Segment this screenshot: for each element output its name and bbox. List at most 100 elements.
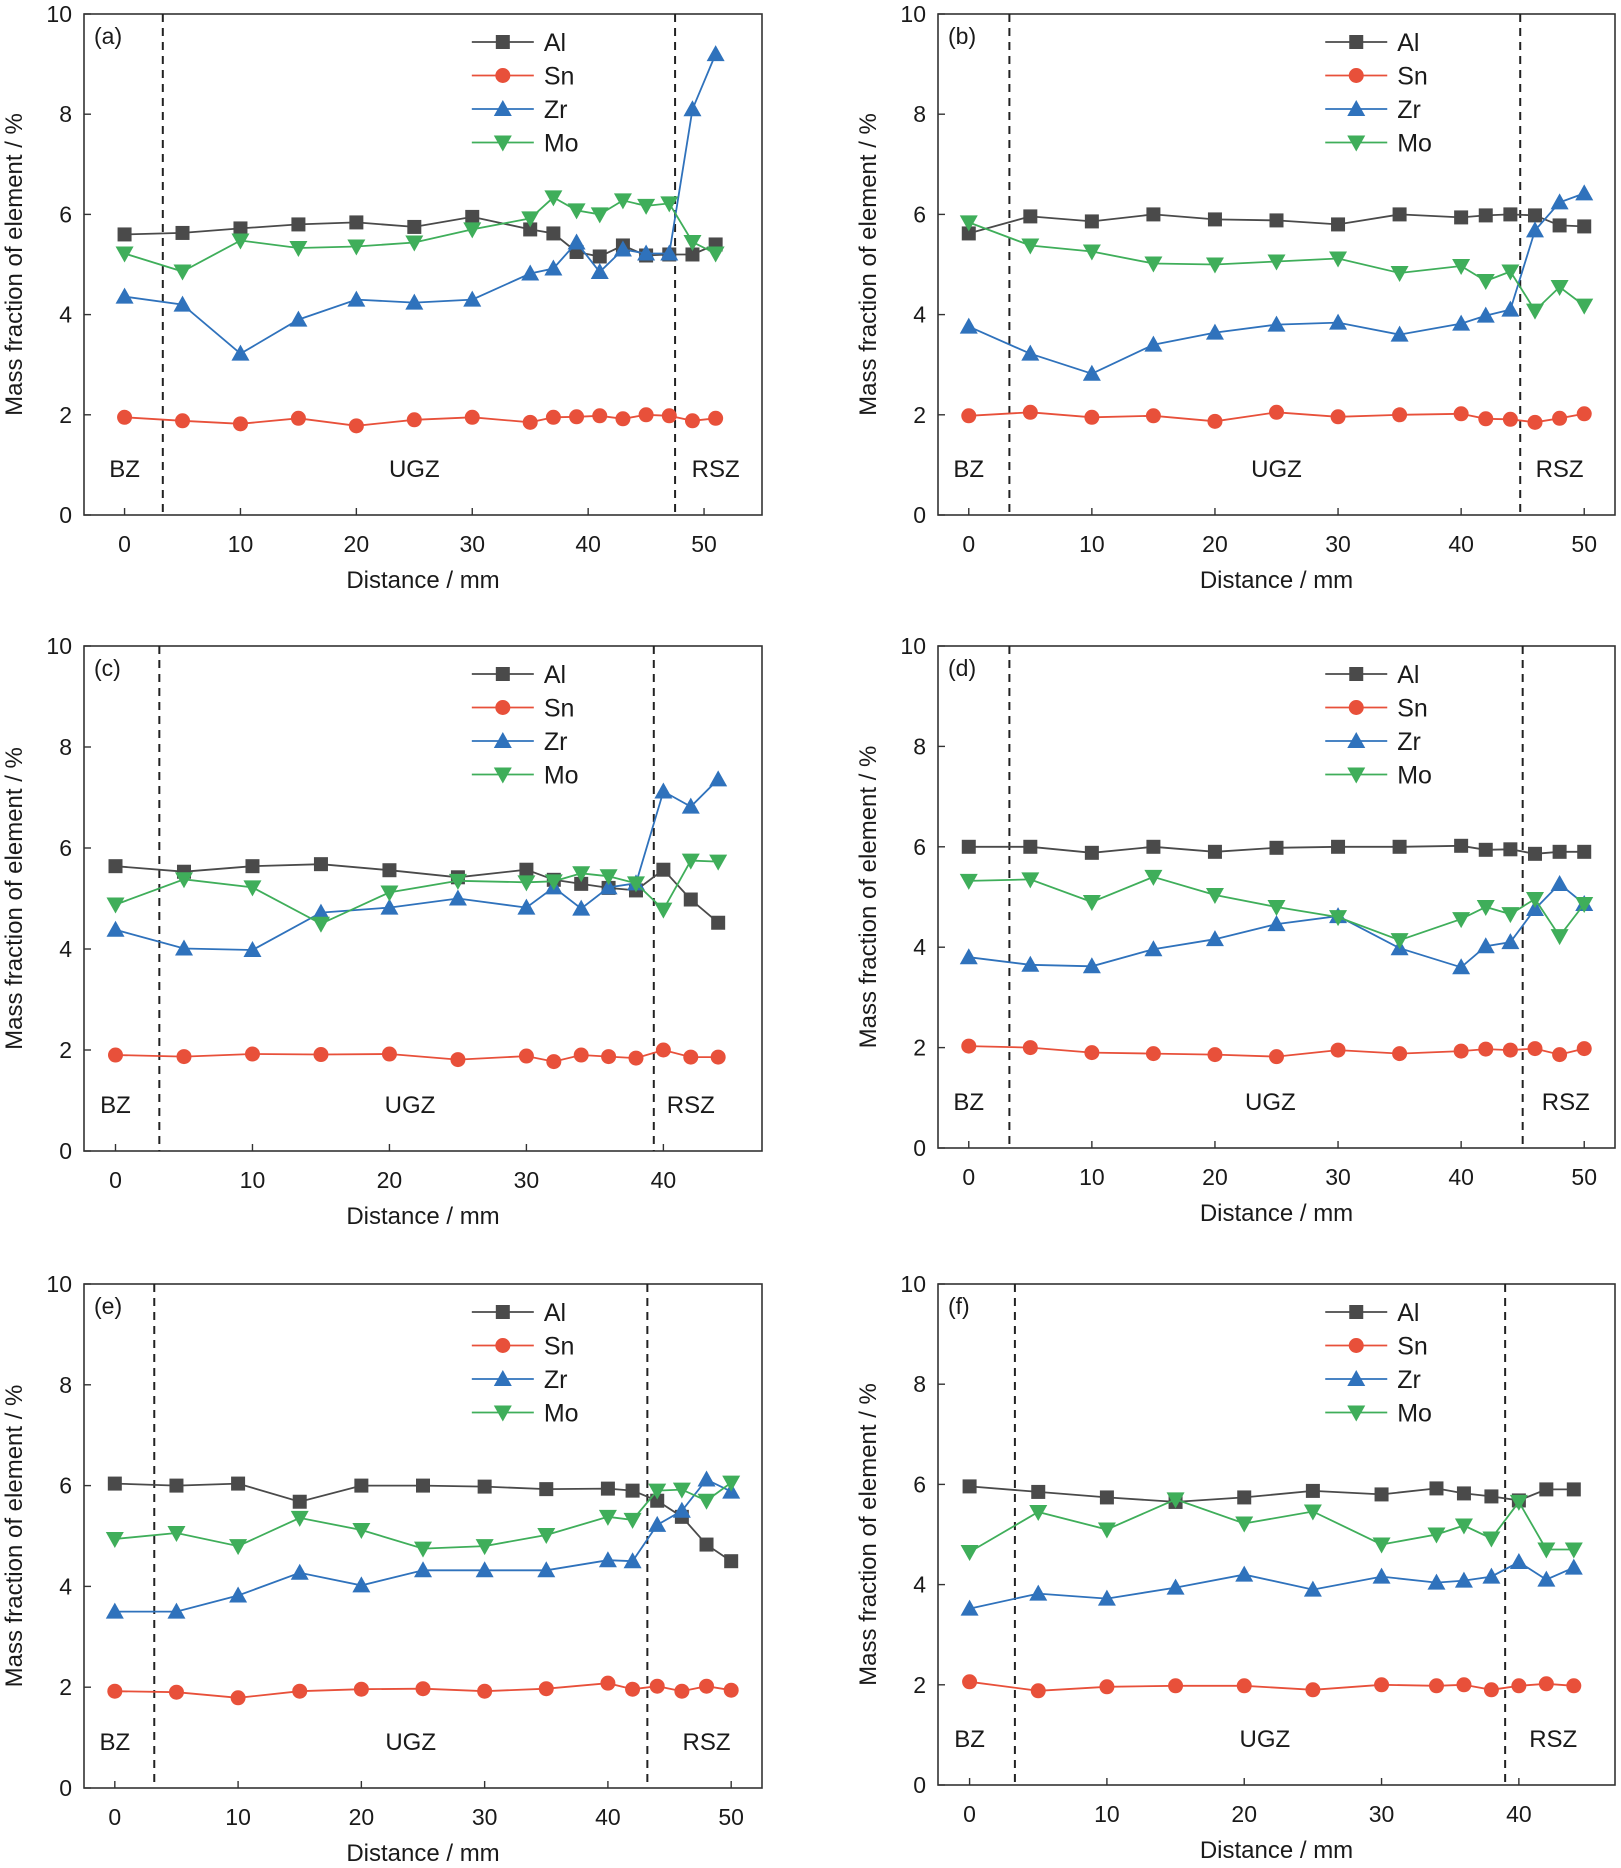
data-point-mo xyxy=(1144,869,1163,886)
data-point-mo xyxy=(626,876,645,893)
y-tick-label: 4 xyxy=(59,936,72,962)
data-point-sn xyxy=(1552,410,1568,426)
data-point-mo xyxy=(960,1545,979,1562)
data-point-mo xyxy=(475,1539,494,1556)
x-tick-label: 30 xyxy=(1325,531,1351,557)
x-tick-label: 0 xyxy=(963,1801,976,1827)
data-point-sn xyxy=(1456,1677,1472,1693)
y-tick-label: 8 xyxy=(59,1372,72,1398)
data-point-al xyxy=(1084,214,1099,229)
data-point-mo xyxy=(1390,933,1409,950)
zone-label-bz: BZ xyxy=(109,456,140,483)
data-point-sn xyxy=(1145,1046,1161,1062)
x-tick-label: 0 xyxy=(962,531,975,557)
y-tick-label: 4 xyxy=(913,1572,926,1598)
data-point-al xyxy=(962,1479,977,1494)
panel-e: 0 2 4 6 8 10 0 10 20 30 40 50 Distance / mm Mass frac… xyxy=(1,1271,763,1867)
series-line-mo xyxy=(124,196,717,273)
y-tick-label: 8 xyxy=(59,734,72,760)
data-point-mo xyxy=(623,1512,642,1529)
x-tick-label: 20 xyxy=(377,1167,403,1193)
data-point-sn xyxy=(353,1681,369,1697)
data-point-sn xyxy=(1502,1042,1518,1058)
y-tick-label: 4 xyxy=(59,302,72,328)
data-point-mo xyxy=(1550,280,1569,297)
data-point-zr xyxy=(1525,900,1544,917)
series-line-zr xyxy=(969,1561,1575,1610)
data-point-sn xyxy=(683,1049,699,1065)
data-point-zr xyxy=(1205,323,1224,340)
data-point-mo xyxy=(405,235,424,252)
data-point-sn xyxy=(1478,1041,1494,1057)
data-point-al xyxy=(313,857,328,872)
data-point-al xyxy=(1527,208,1542,223)
data-point-mo xyxy=(681,853,700,870)
plot-frame xyxy=(937,1283,1616,1786)
data-point-mo xyxy=(683,234,702,251)
data-point-al xyxy=(592,249,607,264)
legend-label-mo: Mo xyxy=(1397,130,1432,158)
data-point-sn xyxy=(518,1048,534,1064)
data-point-zr xyxy=(598,1551,617,1568)
data-point-mo xyxy=(229,1539,248,1556)
legend-label-mo: Mo xyxy=(544,130,579,158)
legend-marker-sn xyxy=(495,68,511,83)
y-axis-title: Mass fraction of element / % xyxy=(855,1383,882,1686)
data-point-sn xyxy=(1269,1049,1284,1065)
legend-marker-sn xyxy=(495,1338,511,1353)
data-point-al xyxy=(656,862,671,877)
data-point-zr xyxy=(960,1599,979,1616)
zone-label-ugz: UGZ xyxy=(1251,456,1302,483)
zone-label-bz: BZ xyxy=(953,456,984,483)
legend-marker-mo xyxy=(1347,135,1366,152)
zone-label-bz: BZ xyxy=(953,1089,984,1116)
data-point-mo xyxy=(1021,872,1040,889)
data-point-mo xyxy=(1021,238,1040,255)
data-point-al xyxy=(169,1478,184,1493)
data-point-al xyxy=(1456,1486,1471,1501)
data-point-al xyxy=(245,859,260,874)
x-tick-label: 10 xyxy=(240,1167,266,1193)
data-point-sn xyxy=(1330,409,1346,425)
data-point-al xyxy=(685,247,700,262)
data-point-sn xyxy=(1483,1682,1499,1698)
data-point-al xyxy=(233,221,248,236)
data-point-sn xyxy=(1576,406,1592,422)
data-point-al xyxy=(1305,1483,1320,1498)
y-tick-label: 6 xyxy=(913,1471,926,1497)
x-tick-label: 40 xyxy=(1448,1164,1474,1190)
y-axis-title: Mass fraction of element / % xyxy=(1,113,28,416)
y-tick-label: 6 xyxy=(59,201,72,227)
data-point-sn xyxy=(628,1050,644,1066)
data-point-zr xyxy=(1021,955,1040,972)
legend-marker-al xyxy=(1349,667,1364,681)
legend-label-zr: Zr xyxy=(544,96,568,124)
legend-marker-mo xyxy=(493,1405,512,1422)
data-point-zr xyxy=(1303,1580,1322,1597)
data-point-zr xyxy=(599,878,618,895)
data-point-mo xyxy=(167,1525,186,1542)
legend-marker-mo xyxy=(1347,1405,1366,1422)
y-tick-label: 8 xyxy=(59,101,72,127)
data-point-mo xyxy=(1476,900,1495,917)
legend-marker-mo xyxy=(1347,767,1366,784)
data-point-al xyxy=(117,227,132,242)
data-point-sn xyxy=(1527,414,1543,430)
data-point-zr xyxy=(311,903,330,920)
data-point-mo xyxy=(1205,887,1224,904)
y-axis-title: Mass fraction of element / % xyxy=(1,1385,28,1688)
legend-label-sn: Sn xyxy=(1397,695,1428,723)
data-point-sn xyxy=(674,1683,690,1699)
data-point-al xyxy=(1484,1489,1499,1504)
x-tick-label: 20 xyxy=(1202,1164,1228,1190)
data-point-sn xyxy=(649,1678,665,1694)
zone-label-rsz: RSZ xyxy=(1542,1089,1590,1116)
data-point-mo xyxy=(1235,1516,1254,1533)
data-point-sn xyxy=(601,1049,617,1065)
data-point-al xyxy=(1527,846,1542,861)
data-point-al xyxy=(961,226,976,241)
series-line-zr xyxy=(115,778,719,951)
y-tick-label: 6 xyxy=(59,1473,72,1499)
data-point-mo xyxy=(1267,254,1286,271)
data-point-al xyxy=(1577,844,1592,859)
